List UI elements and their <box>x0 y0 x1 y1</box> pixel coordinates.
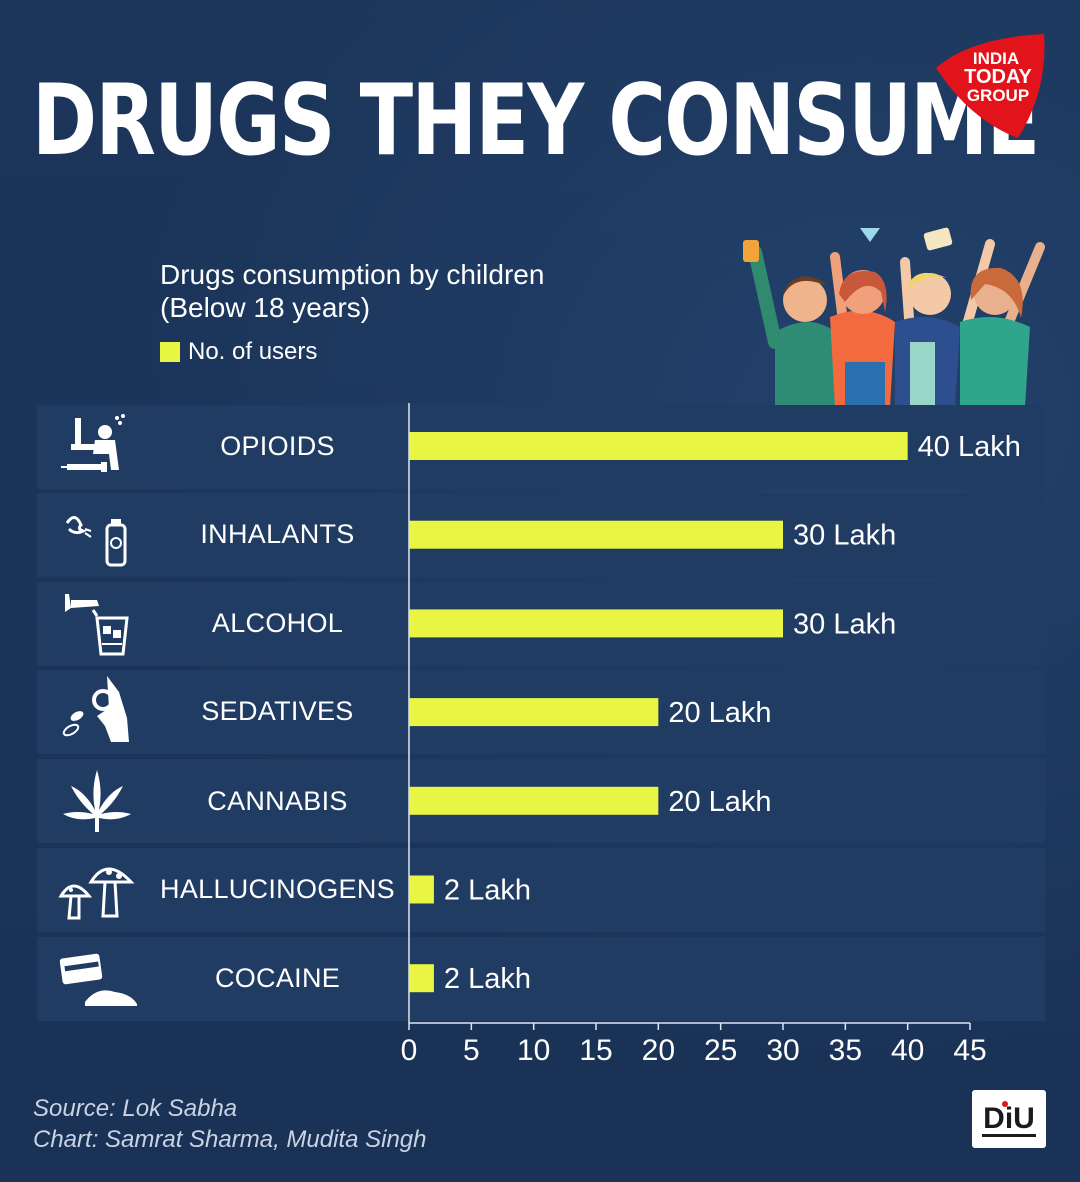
legend-label: No. of users <box>188 338 318 365</box>
category-label-hallucinogens: HALLUCINOGENS <box>160 874 395 904</box>
bar-cocaine <box>409 964 434 993</box>
x-tick-label-35: 35 <box>829 1034 862 1067</box>
mushroom-icon <box>58 867 135 920</box>
value-label-sedatives: 20 Lakh <box>668 697 771 729</box>
alcohol-glass-icon <box>65 594 129 656</box>
bar-inhalants <box>409 520 783 549</box>
category-label-sedatives: SEDATIVES <box>201 696 354 726</box>
x-tick-label-0: 0 <box>401 1034 418 1067</box>
value-label-hallucinogens: 2 Lakh <box>444 875 531 907</box>
x-tick-label-25: 25 <box>704 1034 737 1067</box>
inhaler-spray-icon <box>65 516 127 567</box>
x-tick-label-5: 5 <box>463 1034 480 1067</box>
category-label-cannabis: CANNABIS <box>207 786 348 816</box>
x-tick-label-20: 20 <box>642 1034 675 1067</box>
diu-badge: DiU <box>972 1090 1046 1148</box>
row-band-hallucinogens <box>37 848 1045 932</box>
bar-alcohol <box>409 609 783 638</box>
page-title: DRUGS THEY CONSUME <box>32 64 1040 178</box>
chart-subtitle: Drugs consumption by children (Below 18 … <box>160 258 544 324</box>
category-label-alcohol: ALCOHOL <box>211 608 344 638</box>
card-powder-icon <box>59 953 137 1006</box>
x-tick-label-30: 30 <box>766 1034 799 1067</box>
party-people-illustration <box>743 227 1045 407</box>
value-label-opioids: 40 Lakh <box>918 431 1021 463</box>
footer-source: Source: Lok Sabha <box>33 1095 238 1122</box>
subtitle-line-1: Drugs consumption by children <box>160 259 545 290</box>
bar-sedatives <box>409 698 659 727</box>
row-band-cocaine <box>37 937 1045 1021</box>
x-tick-label-45: 45 <box>953 1034 986 1067</box>
diu-logo: DiU <box>982 1101 1036 1137</box>
svg-text:GROUP: GROUP <box>967 86 1029 105</box>
x-tick-label-40: 40 <box>891 1034 924 1067</box>
bar-cannabis <box>409 786 659 815</box>
legend: No. of users <box>160 338 317 366</box>
value-label-cannabis: 20 Lakh <box>668 786 771 818</box>
india-today-logo: INDIA TODAY GROUP <box>936 34 1045 138</box>
bar-hallucinogens <box>409 875 434 904</box>
x-tick-label-10: 10 <box>517 1034 550 1067</box>
legend-swatch <box>160 342 180 362</box>
syringe-person-icon <box>61 414 125 472</box>
footer-chart-credit: Chart: Samrat Sharma, Mudita Singh <box>33 1126 427 1153</box>
svg-text:INDIA: INDIA <box>973 49 1019 68</box>
value-label-inhalants: 30 Lakh <box>793 520 896 552</box>
value-label-cocaine: 2 Lakh <box>444 963 531 995</box>
category-label-inhalants: INHALANTS <box>200 519 355 549</box>
pills-hand-icon <box>62 676 129 742</box>
svg-text:TODAY: TODAY <box>964 66 1032 88</box>
cannabis-leaf-icon <box>63 770 131 832</box>
value-label-alcohol: 30 Lakh <box>793 608 896 640</box>
category-label-cocaine: COCAINE <box>214 963 341 993</box>
diu-logo-text: DiU <box>983 1102 1035 1135</box>
x-tick-label-15: 15 <box>579 1034 612 1067</box>
bar-opioids <box>409 432 908 460</box>
category-label-opioids: OPIOIDS <box>220 431 335 461</box>
subtitle-line-2: (Below 18 years) <box>160 292 371 323</box>
